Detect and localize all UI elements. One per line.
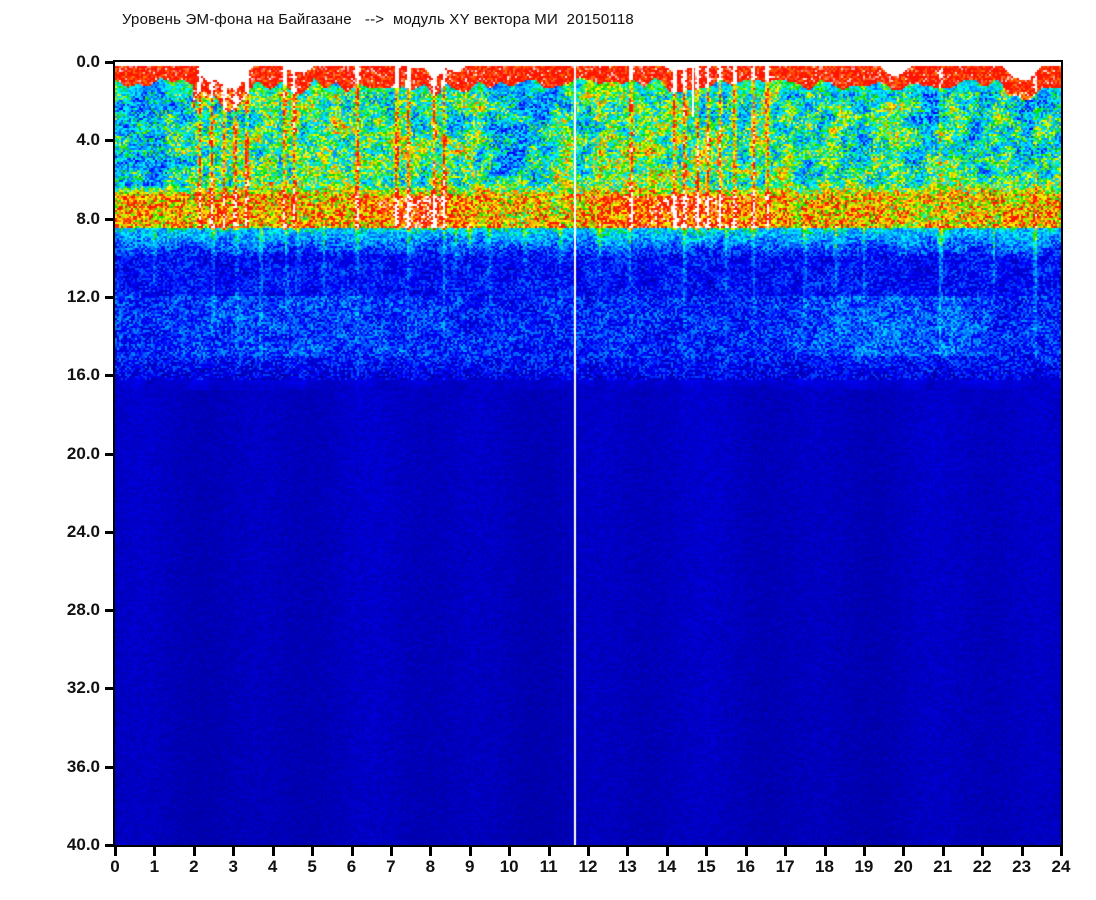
y-tick-label: 12.0	[66, 286, 100, 306]
x-tick-label: 16	[736, 857, 756, 876]
x-tick	[862, 847, 866, 856]
y-tick-label: 24.0	[66, 521, 100, 541]
x-tick	[902, 847, 906, 856]
x-tick	[1020, 847, 1024, 856]
x-tick	[1060, 847, 1063, 856]
x-tick-label: 22	[972, 857, 992, 876]
x-tick	[468, 847, 472, 856]
y-tick-label: 16.0	[66, 365, 100, 385]
spectrogram-canvas	[115, 62, 1061, 845]
x-tick	[429, 847, 433, 856]
x-tick	[705, 847, 709, 856]
y-tick-label: 4.0	[76, 130, 100, 150]
y-tick-label: 8.0	[76, 208, 100, 228]
x-tick	[389, 847, 393, 856]
x-tick	[981, 847, 985, 856]
x-tick-label: 7	[386, 857, 396, 876]
x-tick-label: 4	[267, 857, 278, 876]
y-tick-label: 28.0	[66, 600, 100, 620]
x-tick-label: 11	[539, 857, 558, 876]
y-tick	[105, 609, 115, 613]
x-tick-label: 2	[189, 857, 199, 876]
plot-frame	[113, 60, 1063, 847]
x-tick	[941, 847, 945, 856]
x-tick-label: 17	[775, 857, 795, 876]
x-tick-label: 10	[499, 857, 519, 876]
x-tick-label: 15	[696, 857, 716, 876]
x-tick	[232, 847, 236, 856]
x-tick-label: 13	[617, 857, 637, 876]
y-tick-label: 20.0	[66, 443, 100, 463]
x-tick-label: 5	[307, 857, 317, 876]
y-tick	[105, 844, 115, 847]
y-tick	[105, 530, 115, 534]
y-tick	[105, 687, 115, 691]
y-tick	[105, 139, 115, 143]
y-tick-label: 36.0	[66, 756, 100, 776]
y-tick-label: 0.0	[76, 52, 100, 71]
x-tick	[271, 847, 275, 856]
x-tick-label: 8	[425, 857, 436, 876]
x-tick	[114, 847, 117, 856]
x-tick	[823, 847, 827, 856]
x-tick	[508, 847, 512, 856]
x-tick	[192, 847, 196, 856]
y-tick-label: 40.0	[66, 835, 100, 854]
y-tick	[105, 374, 115, 378]
y-tick-label: 32.0	[66, 678, 100, 698]
y-tick	[105, 61, 115, 64]
x-tick-label: 20	[893, 857, 913, 876]
x-tick	[665, 847, 669, 856]
x-tick-label: 19	[854, 857, 874, 876]
x-tick	[744, 847, 748, 856]
x-tick-label: 18	[815, 857, 834, 876]
x-tick-label: 12	[578, 857, 598, 876]
x-tick-label: 23	[1012, 857, 1032, 876]
y-tick	[105, 217, 115, 221]
x-tick-label: 24	[1051, 857, 1071, 876]
y-tick	[105, 765, 115, 769]
x-tick	[350, 847, 354, 856]
y-tick	[105, 295, 115, 299]
x-tick-label: 9	[465, 857, 475, 876]
x-tick-label: 6	[346, 857, 357, 876]
x-tick	[626, 847, 630, 856]
x-tick-label: 14	[657, 857, 677, 876]
x-tick	[311, 847, 315, 856]
x-tick-label: 1	[149, 857, 160, 876]
y-tick	[105, 452, 115, 456]
x-tick	[547, 847, 551, 856]
x-tick	[587, 847, 590, 856]
chart-title: Уровень ЭМ-фона на Байгазане --> модуль …	[122, 11, 634, 28]
x-tick	[153, 847, 157, 856]
x-tick-label: 0	[110, 857, 120, 876]
x-tick-label: 3	[228, 857, 238, 876]
x-tick	[784, 847, 788, 856]
x-tick-label: 21	[933, 857, 953, 876]
